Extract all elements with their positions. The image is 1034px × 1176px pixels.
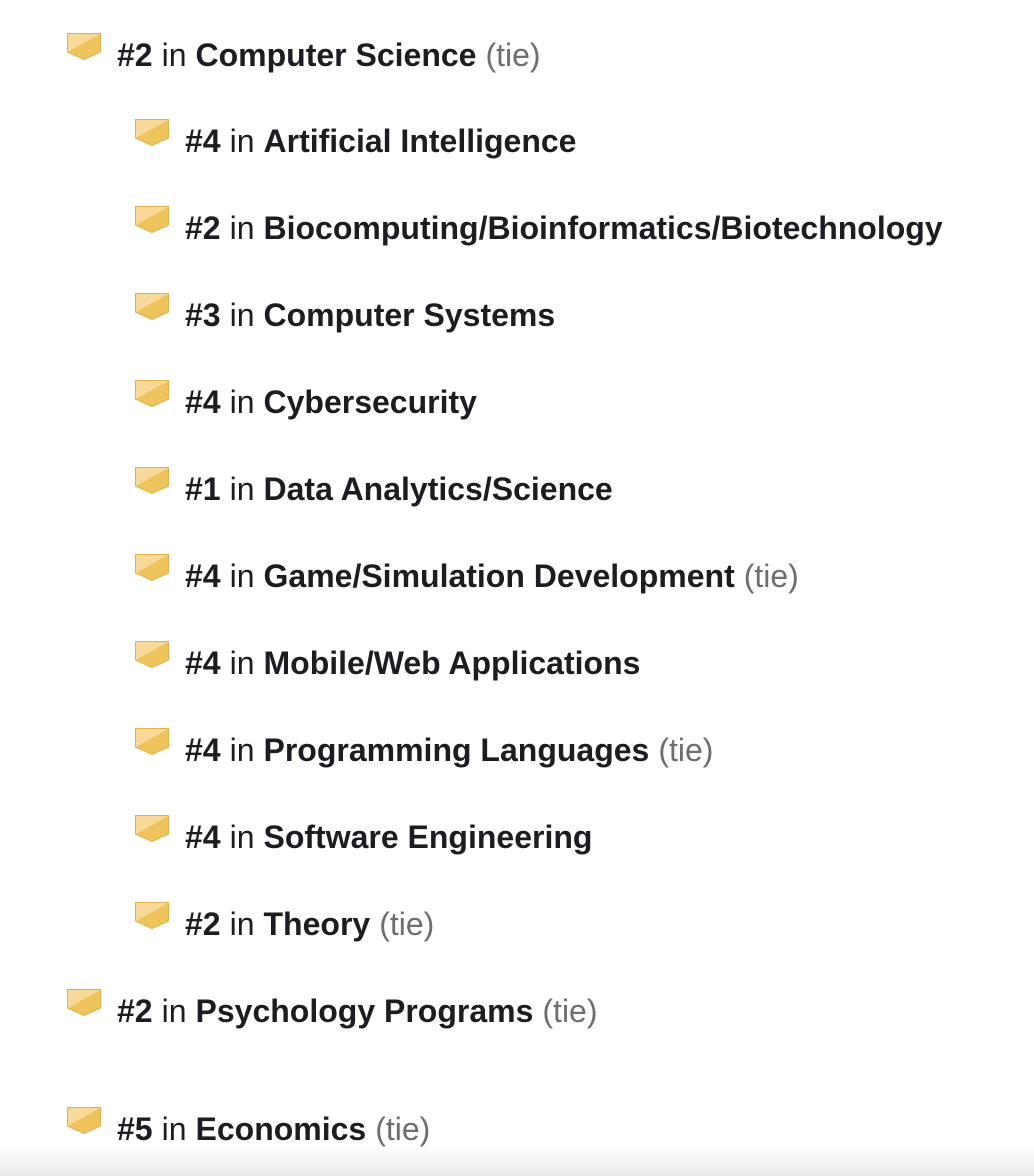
connector-text: in [229, 383, 255, 420]
connector-text: in [229, 122, 255, 159]
category-link[interactable]: Game/Simulation Development [263, 557, 735, 594]
tie-label: (tie) [743, 557, 799, 594]
connector-text: in [229, 557, 255, 594]
ranking-item[interactable]: #2 in Psychology Programs (tie) [67, 986, 598, 1036]
connector-text: in [161, 1110, 187, 1147]
connector-text: in [229, 905, 255, 942]
ranking-badge-icon [67, 988, 101, 1016]
ranking-item[interactable]: #2 in Biocomputing/Bioinformatics/Biotec… [135, 203, 943, 253]
rank-number: #4 [185, 818, 221, 855]
rank-number: #3 [185, 296, 221, 333]
category-link[interactable]: Theory [263, 905, 371, 942]
category-link[interactable]: Computer Science [195, 36, 477, 73]
ranking-item[interactable]: #4 in Game/Simulation Development (tie) [135, 551, 799, 601]
category-link[interactable]: Cybersecurity [263, 383, 477, 420]
tie-label: (tie) [379, 905, 435, 942]
category-link[interactable]: Programming Languages [263, 731, 650, 768]
ranking-item[interactable]: #3 in Computer Systems [135, 290, 555, 340]
connector-text: in [229, 209, 255, 246]
ranking-item[interactable]: #4 in Cybersecurity [135, 377, 477, 427]
ranking-badge-icon [135, 379, 169, 407]
ranking-badge-icon [135, 814, 169, 842]
ranking-item[interactable]: #4 in Programming Languages (tie) [135, 725, 713, 775]
connector-text: in [161, 36, 187, 73]
connector-text: in [229, 818, 255, 855]
rank-number: #2 [185, 209, 221, 246]
category-link[interactable]: Artificial Intelligence [263, 122, 577, 159]
category-link[interactable]: Biocomputing/Bioinformatics/Biotechnolog… [263, 209, 943, 246]
category-link[interactable]: Economics [195, 1110, 367, 1147]
rank-number: #4 [185, 557, 221, 594]
rank-number: #4 [185, 731, 221, 768]
connector-text: in [229, 470, 255, 507]
connector-text: in [161, 992, 187, 1029]
bottom-fade [0, 1146, 1034, 1176]
category-link[interactable]: Software Engineering [263, 818, 593, 855]
connector-text: in [229, 296, 255, 333]
ranking-badge-icon [67, 32, 101, 60]
connector-text: in [229, 644, 255, 681]
category-link[interactable]: Mobile/Web Applications [263, 644, 641, 681]
ranking-badge-icon [135, 292, 169, 320]
rank-number: #4 [185, 644, 221, 681]
rank-number: #2 [185, 905, 221, 942]
tie-label: (tie) [658, 731, 714, 768]
ranking-item[interactable]: #4 in Mobile/Web Applications [135, 638, 640, 688]
category-link[interactable]: Psychology Programs [195, 992, 534, 1029]
ranking-item[interactable]: #4 in Artificial Intelligence [135, 116, 576, 166]
category-link[interactable]: Data Analytics/Science [263, 470, 613, 507]
connector-text: in [229, 731, 255, 768]
ranking-badge-icon [135, 901, 169, 929]
ranking-item[interactable]: #2 in Theory (tie) [135, 899, 434, 949]
category-link[interactable]: Computer Systems [263, 296, 556, 333]
ranking-badge-icon [135, 118, 169, 146]
ranking-item[interactable]: #5 in Economics (tie) [67, 1104, 430, 1154]
ranking-item[interactable]: #2 in Computer Science (tie) [67, 30, 541, 80]
tie-label: (tie) [375, 1110, 431, 1147]
ranking-item[interactable]: #1 in Data Analytics/Science [135, 464, 613, 514]
ranking-badge-icon [135, 205, 169, 233]
rank-number: #2 [117, 36, 153, 73]
rank-number: #5 [117, 1110, 153, 1147]
ranking-item[interactable]: #4 in Software Engineering [135, 812, 592, 862]
ranking-badge-icon [135, 553, 169, 581]
tie-label: (tie) [485, 36, 541, 73]
ranking-badge-icon [135, 640, 169, 668]
tie-label: (tie) [542, 992, 598, 1029]
ranking-badge-icon [135, 466, 169, 494]
rank-number: #1 [185, 470, 221, 507]
ranking-badge-icon [67, 1106, 101, 1134]
ranking-badge-icon [135, 727, 169, 755]
rank-number: #4 [185, 383, 221, 420]
rank-number: #2 [117, 992, 153, 1029]
rank-number: #4 [185, 122, 221, 159]
